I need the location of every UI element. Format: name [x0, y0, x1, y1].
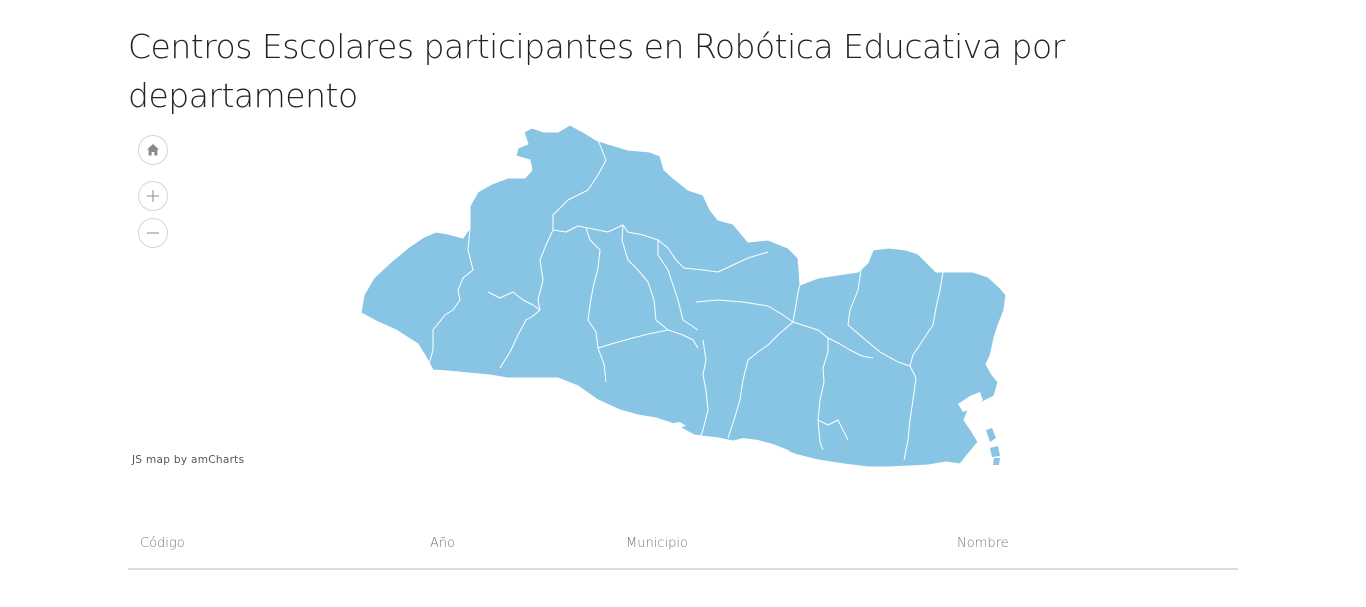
zoom-out-button[interactable]	[138, 218, 168, 248]
country-outline[interactable]	[360, 124, 1007, 468]
column-header-codigo[interactable]: Código	[140, 536, 185, 551]
home-button[interactable]	[138, 135, 168, 165]
home-icon	[147, 144, 159, 156]
zoom-in-button[interactable]	[138, 181, 168, 211]
department-map[interactable]	[128, 120, 1238, 475]
plus-icon	[147, 190, 159, 202]
page-title: Centros Escolares participantes en Robót…	[128, 27, 1065, 115]
column-header-nombre[interactable]: Nombre	[957, 536, 1009, 551]
coastal-inlets	[674, 392, 983, 462]
map-credit-link[interactable]: JS map by amCharts	[132, 454, 245, 466]
coastal-island	[986, 428, 996, 442]
coastal-island	[993, 458, 1000, 465]
map-container[interactable]: JS map by amCharts	[128, 120, 1238, 475]
table-header: Código Año Municipio Nombre	[128, 530, 1238, 570]
coastal-island	[990, 446, 1000, 457]
department-borders	[427, 139, 944, 461]
column-header-municipio[interactable]: Municipio	[626, 536, 688, 551]
minus-icon	[147, 232, 159, 234]
column-header-anio[interactable]: Año	[430, 536, 456, 551]
